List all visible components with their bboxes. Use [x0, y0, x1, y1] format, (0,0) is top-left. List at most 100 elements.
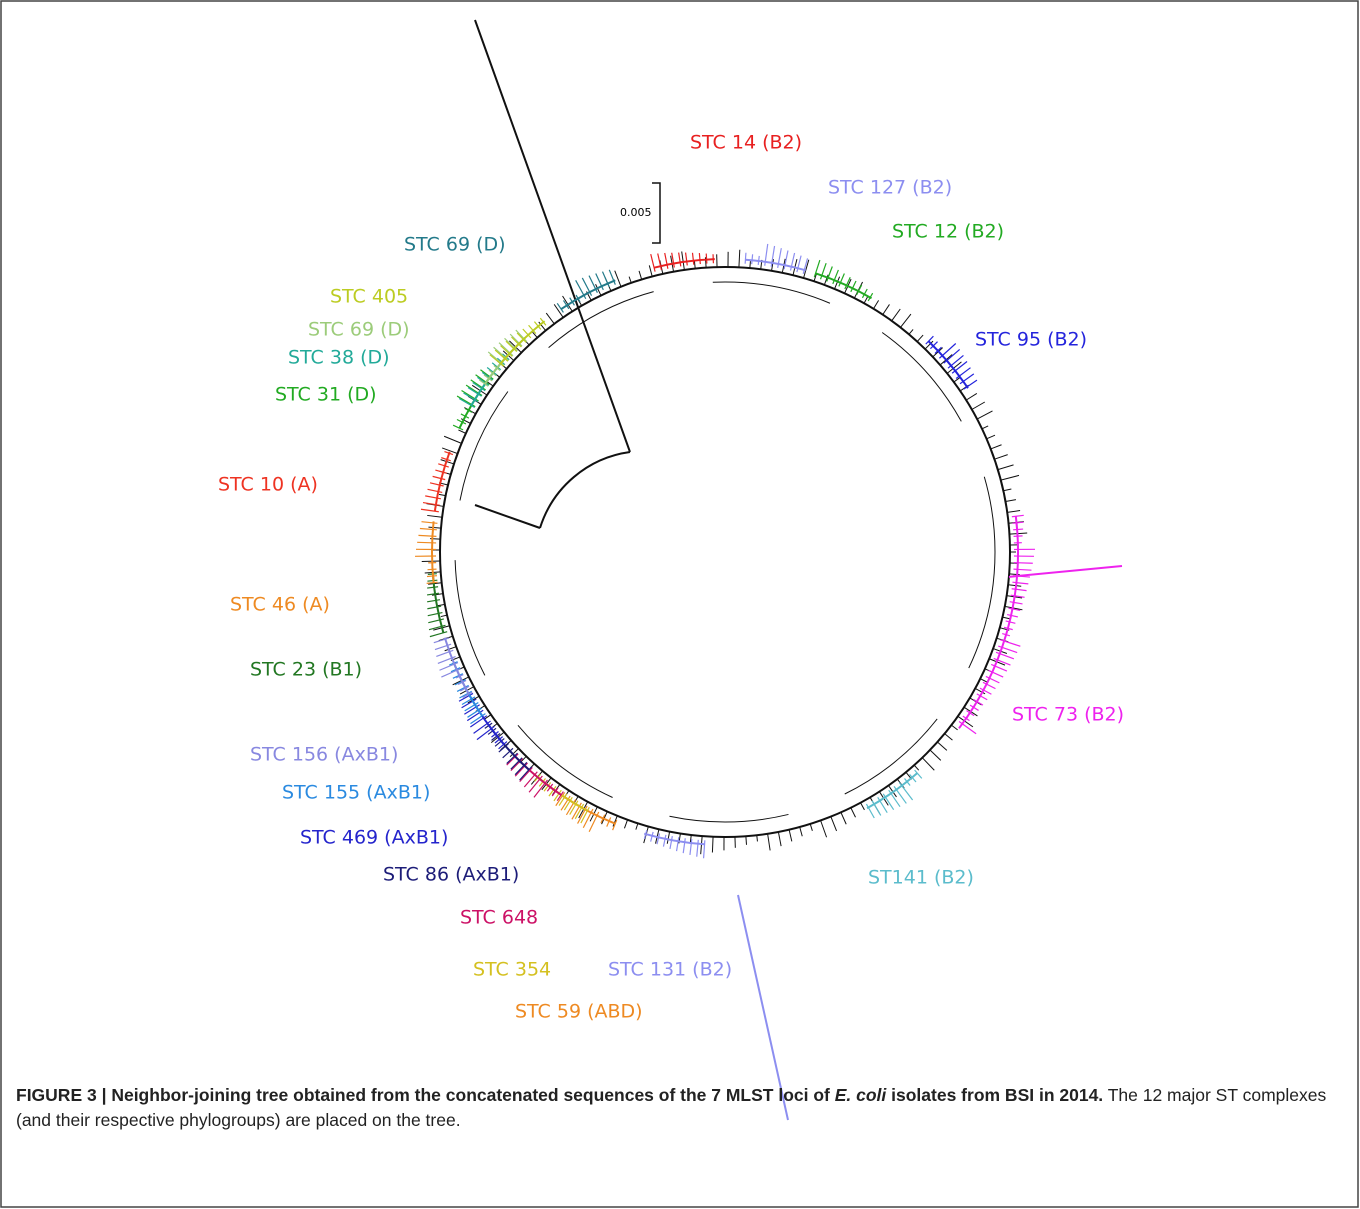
clade-label: STC 12 (B2) [892, 221, 1004, 243]
branch [689, 834, 692, 843]
tree-ring [439, 266, 1011, 838]
clade-label: STC 86 (AxB1) [383, 864, 519, 886]
branch [924, 340, 934, 350]
clade-branch [691, 252, 695, 265]
clade-label: STC 405 [330, 286, 408, 308]
clade-branch [664, 252, 669, 269]
branch [916, 334, 924, 342]
clade-label: STC 31 (D) [275, 384, 377, 406]
branch [777, 831, 782, 847]
clade-branch [522, 328, 532, 339]
clade-branch [436, 649, 454, 658]
clade-arc [443, 637, 470, 695]
branch [994, 454, 1008, 460]
clade-arc [866, 772, 918, 810]
branch [458, 429, 467, 434]
clade-branch [1012, 581, 1029, 585]
clade-branch [832, 269, 839, 285]
clade-branch [427, 586, 439, 589]
caption-bold: FIGURE 3 | Neighbor-joining tree obtaine… [16, 1085, 835, 1105]
clade-label: STC 155 (AxB1) [282, 782, 430, 804]
caption-bold: isolates from BSI in 2014. [886, 1085, 1104, 1105]
clade-arc [499, 320, 546, 365]
branch [427, 514, 443, 518]
clade-branch [417, 541, 437, 544]
clade-branch [426, 592, 440, 596]
caption: FIGURE 3 | Neighbor-joining tree obtaine… [16, 1083, 1341, 1133]
clade-branch [510, 757, 523, 770]
branch [711, 836, 714, 853]
clade-branch [472, 381, 486, 392]
branch [953, 377, 961, 383]
clade-branch [514, 762, 528, 777]
clade-arc [745, 258, 807, 272]
clade-branch [498, 743, 509, 753]
clade-branch [565, 799, 577, 816]
clade-branch [963, 379, 978, 390]
clade-branch [698, 253, 701, 265]
branch [648, 265, 653, 277]
branch [986, 434, 996, 440]
clade-branch [427, 599, 441, 603]
clade-branch [428, 618, 445, 624]
branch [738, 249, 741, 268]
branch [635, 823, 639, 830]
clade-branch [500, 345, 513, 357]
clade-branch [696, 839, 699, 857]
clade-branch [990, 663, 1008, 672]
clade-branch [844, 276, 851, 290]
branch [946, 361, 962, 374]
clade-branch [656, 833, 661, 845]
branch [1000, 474, 1020, 481]
clade-branch [502, 747, 514, 759]
clade-branch [459, 690, 473, 699]
branch [974, 687, 986, 695]
branch [487, 381, 494, 387]
branch [908, 329, 914, 335]
clade-branch [464, 702, 479, 712]
branch [431, 593, 444, 596]
clade-branch [796, 255, 802, 273]
clade-branch [516, 332, 527, 343]
clade-branch [612, 819, 618, 831]
clade-branch [979, 687, 992, 695]
branch [628, 276, 632, 284]
clade-branch [838, 273, 845, 287]
branch [873, 300, 880, 309]
branch [553, 304, 564, 318]
clade-branch [419, 527, 437, 531]
clade-label: STC 95 (B2) [975, 329, 1087, 351]
clade-branch [1010, 594, 1025, 598]
clade-branch [558, 793, 568, 806]
clade-branch [429, 482, 444, 487]
branch [756, 835, 758, 842]
clade-branch [432, 475, 446, 481]
clade-branch [744, 252, 747, 264]
clade-branch [480, 369, 494, 380]
clade-branch [494, 349, 509, 362]
clade-branch [506, 752, 518, 764]
clade-label: STC 14 (B2) [690, 132, 802, 154]
clade-branch [914, 769, 923, 779]
branch [820, 820, 828, 838]
clade-branch [467, 707, 483, 718]
clade-branch [856, 284, 863, 296]
clade-label: STC 69 (D) [404, 234, 506, 256]
clade-label: STC 131 (B2) [608, 959, 732, 981]
branch [601, 811, 608, 825]
clade-branch [528, 324, 537, 334]
branch [638, 270, 643, 280]
clade-branch [802, 258, 809, 274]
clade-branch [515, 329, 528, 343]
branch [997, 464, 1014, 471]
clade-label: STC 23 (B1) [250, 659, 362, 681]
branch [666, 831, 671, 844]
clade-branch [601, 271, 610, 288]
clade-branch [506, 753, 519, 766]
clade-branch [509, 333, 523, 347]
branch [509, 748, 519, 758]
clade-label: STC 69 (D) [308, 319, 410, 341]
clade-branch [428, 624, 446, 631]
clade-branch [560, 795, 571, 811]
